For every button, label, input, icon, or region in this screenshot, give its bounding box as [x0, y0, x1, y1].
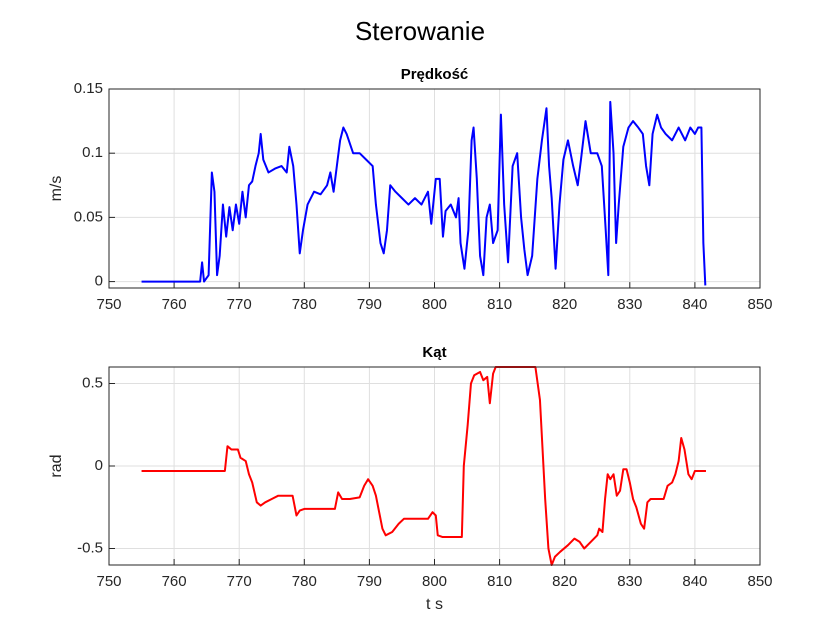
- x-tick-label: 780: [292, 573, 317, 590]
- x-tick-label: 770: [227, 573, 252, 590]
- x-tick-label: 750: [96, 573, 121, 590]
- axes-frame: [108, 366, 761, 566]
- y-axis-label: rad: [48, 454, 65, 477]
- y-tick-label: 0.5: [82, 374, 103, 391]
- data-line: [141, 366, 706, 566]
- axes-frame: [108, 88, 761, 289]
- y-tick-label: 0.1: [82, 144, 103, 161]
- x-tick-label: 800: [422, 573, 447, 590]
- x-tick-label: 810: [487, 573, 512, 590]
- x-tick-label: 840: [682, 296, 707, 313]
- axes-title: Prędkość: [401, 66, 469, 83]
- x-tick-label: 790: [357, 296, 382, 313]
- x-tick-label: 830: [617, 296, 642, 313]
- y-axis-label: m/s: [48, 176, 65, 202]
- x-tick-label: 800: [422, 296, 447, 313]
- y-tick-label: -0.5: [77, 539, 103, 556]
- x-tick-label: 750: [96, 296, 121, 313]
- x-tick-label: 810: [487, 296, 512, 313]
- x-tick-label: 820: [552, 573, 577, 590]
- y-tick-label: 0.15: [74, 80, 103, 97]
- x-axis-label: t s: [426, 596, 443, 613]
- x-tick-label: 820: [552, 296, 577, 313]
- x-tick-label: 850: [747, 573, 772, 590]
- y-tick-label: 0: [95, 457, 103, 474]
- x-tick-label: 830: [617, 573, 642, 590]
- x-tick-label: 790: [357, 573, 382, 590]
- y-tick-label: 0: [95, 273, 103, 290]
- x-tick-label: 760: [162, 296, 187, 313]
- x-tick-label: 850: [747, 296, 772, 313]
- x-tick-label: 780: [292, 296, 317, 313]
- figure-title: Sterowanie: [355, 16, 485, 46]
- data-line: [141, 100, 707, 286]
- x-tick-label: 760: [162, 573, 187, 590]
- x-tick-label: 840: [682, 573, 707, 590]
- y-tick-label: 0.05: [74, 208, 103, 225]
- x-tick-label: 770: [227, 296, 252, 313]
- axes-title: Kąt: [422, 344, 446, 361]
